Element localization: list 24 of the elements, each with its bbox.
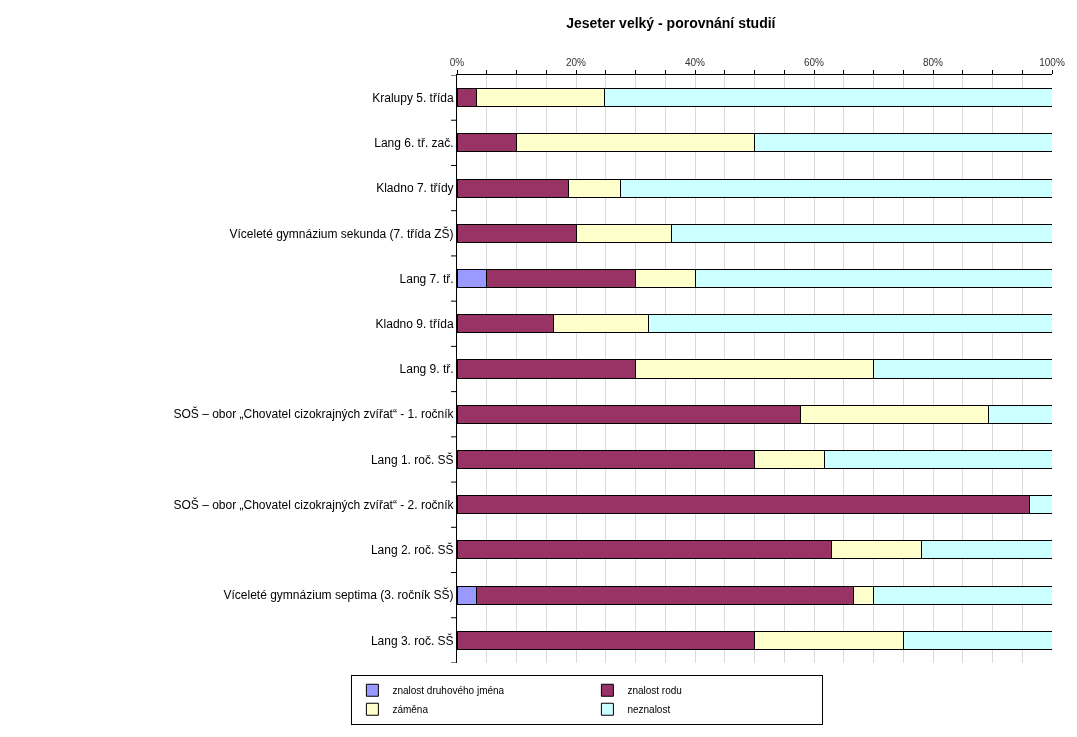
y-tick-label: Lang 2. roč. SŠ (370, 542, 454, 558)
y-tick-label: Víceleté gymnázium sekunda (7. třída ZŠ) (229, 225, 454, 241)
y-tick-label: Lang 9. tř. (399, 362, 454, 377)
x-tick-label: 0% (449, 57, 465, 68)
y-tick-label: SOŠ – obor „Chovatel cizokrajných zvířat“ - 2. ročník (173, 496, 455, 512)
y-tick-label: Lang 7. tř. (399, 271, 454, 286)
y-tick-label: Lang 1. roč. SŠ (370, 451, 454, 467)
legend-label: záměna (392, 704, 429, 716)
x-tick-label: 100% (1039, 57, 1065, 68)
x-tick-label: 20% (565, 57, 587, 68)
y-tick-label: Lang 3. roč. SŠ (370, 632, 454, 648)
y-tick-label: Kladno 7. třídy (376, 181, 454, 196)
x-tick-label: 40% (684, 57, 706, 68)
y-tick-label: Kralupy 5. třída (372, 90, 454, 105)
legend-label: znalost druhového jména (392, 685, 505, 697)
x-tick-label: 60% (803, 57, 825, 68)
x-tick-label: 80% (922, 57, 944, 68)
chart-title: Jeseter velký - porovnání studií (566, 15, 777, 32)
y-tick-label: Kladno 9. třída (375, 316, 454, 331)
legend-label: neznalost (627, 704, 671, 716)
y-tick-label: Víceleté gymnázium septima (3. ročník SŠ) (223, 587, 454, 603)
legend-label: znalost rodu (627, 685, 682, 697)
y-tick-label: Lang 6. tř. zač. (374, 136, 454, 151)
y-tick-label: SOŠ – obor „Chovatel cizokrajných zvířat“ - 1. ročník (173, 406, 455, 422)
